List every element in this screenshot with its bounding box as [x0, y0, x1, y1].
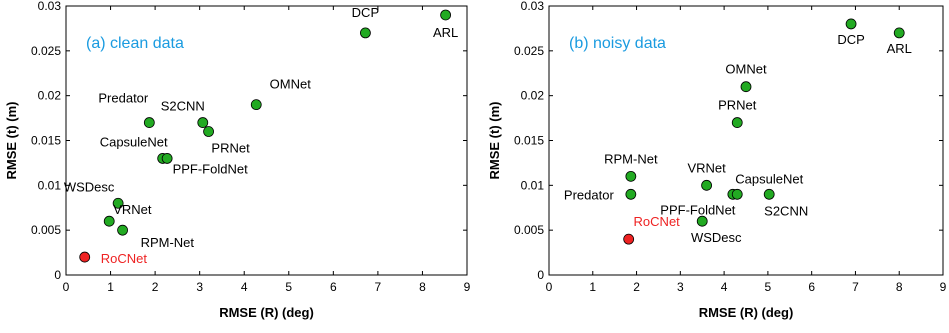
x-tick-label: 9 — [940, 280, 947, 294]
point-label-wsdesc: WSDesc — [691, 230, 742, 245]
point-label-vrnet: VRNet — [687, 160, 726, 175]
point-ppf-foldnet — [161, 153, 173, 164]
y-tick-label: 0.015 — [514, 134, 544, 148]
point-label-ppf-foldnet: PPF-FoldNet — [660, 202, 736, 217]
x-tick-label: 2 — [633, 280, 640, 294]
x-axis-label: RMSE (R) (deg) — [699, 305, 794, 320]
point-rpm-net — [625, 170, 637, 182]
point-wsdesc — [696, 215, 708, 227]
point-label-arl: ARL — [433, 25, 458, 40]
x-tick-label: 0 — [546, 280, 553, 294]
x-tick-label: 7 — [375, 280, 382, 294]
point-label-capsulenet: CapsuleNet — [735, 171, 803, 186]
point-rocnet — [623, 233, 635, 245]
x-tick-label: 4 — [721, 280, 728, 294]
panel-title: (a) clean data — [86, 35, 184, 52]
y-tick-label: 0.03 — [38, 0, 62, 13]
x-tick-label: 3 — [677, 280, 684, 294]
point-label-prnet: PRNet — [211, 141, 250, 156]
point-label-vrnet: VRNet — [113, 202, 152, 217]
x-tick-label: 9 — [464, 280, 471, 294]
point-prnet — [203, 126, 214, 137]
y-tick-label: 0.015 — [31, 134, 61, 148]
y-tick-label: 0.01 — [38, 178, 62, 192]
point-label-predator: Predator — [98, 91, 149, 106]
y-tick-label: 0.02 — [38, 89, 62, 103]
chart-panel-a: 0 1 2 3 4 5 6 7 8 9 0 0.005 0.01 0.015 0.02 0.025 0.03 RM… — [4, 0, 471, 320]
point-arl — [440, 9, 452, 21]
point-label-predator: Predator — [564, 187, 615, 202]
point-label-omnet: OMNet — [270, 77, 312, 92]
y-tick-label: 0.005 — [514, 223, 544, 237]
point-label-dcp: DCP — [837, 32, 864, 47]
point-prnet — [731, 117, 743, 128]
x-tick-label: 8 — [419, 280, 426, 294]
point-omnet — [250, 99, 262, 111]
y-tick-label: 0 — [537, 268, 544, 282]
point-wsdesc — [112, 197, 124, 209]
y-axis-label: RMSE (t) (m) — [487, 102, 502, 180]
point-dcp — [845, 18, 857, 30]
point-rpm-net — [117, 224, 128, 236]
point-label-arl: ARL — [887, 41, 912, 56]
point-s2cnn — [763, 188, 775, 200]
x-tick-label: 3 — [196, 280, 203, 294]
point-label-rocnet: RoCNet — [634, 214, 681, 229]
x-tick-label: 2 — [152, 280, 159, 294]
y-tick-label: 0.005 — [31, 223, 61, 237]
y-tick-label: 0.025 — [31, 44, 61, 58]
x-tick-label: 5 — [765, 280, 772, 294]
panel-title: (b) noisy data — [569, 35, 666, 52]
y-tick-label: 0.02 — [521, 89, 545, 103]
x-tick-label: 1 — [589, 280, 596, 294]
x-axis-label: RMSE (R) (deg) — [219, 305, 314, 320]
y-axis-label: RMSE (t) (m) — [4, 102, 19, 180]
point-label-rpm-net: RPM-Net — [141, 235, 195, 250]
chart-panel-b: 0 1 2 3 4 5 6 7 8 9 0 0.005 0.01 0.015 0.02 0.025 0.03 RM… — [487, 0, 947, 320]
point-vrnet — [701, 179, 712, 191]
point-predator — [625, 188, 637, 200]
point-label-capsulenet: CapsuleNet — [100, 134, 168, 149]
point-label-s2cnn: S2CNN — [161, 99, 205, 114]
point-label-wsdesc: WSDesc — [64, 179, 115, 194]
point-dcp — [360, 27, 371, 39]
y-tick-label: 0 — [54, 268, 61, 282]
point-label-rpm-net: RPM-Net — [604, 151, 658, 166]
point-capsulenet — [731, 188, 743, 200]
point-label-ppf-foldnet: PPF-FoldNet — [173, 161, 249, 176]
point-rocnet — [79, 251, 91, 263]
y-tick-label: 0.03 — [521, 0, 545, 13]
x-tick-label: 5 — [285, 280, 292, 294]
x-tick-label: 7 — [852, 280, 859, 294]
point-s2cnn — [197, 117, 209, 128]
point-label-omnet: OMNet — [725, 62, 767, 77]
point-predator — [143, 117, 155, 128]
y-tick-label: 0.01 — [521, 178, 545, 192]
point-arl — [893, 27, 905, 39]
point-label-dcp: DCP — [352, 5, 379, 20]
x-tick-label: 6 — [808, 280, 815, 294]
point-label-rocnet: RoCNet — [101, 251, 148, 266]
x-tick-label: 0 — [63, 280, 70, 294]
x-tick-label: 8 — [896, 280, 903, 294]
x-tick-label: 6 — [330, 280, 337, 294]
point-label-prnet: PRNet — [718, 98, 757, 113]
x-tick-label: 1 — [107, 280, 114, 294]
x-tick-label: 4 — [241, 280, 248, 294]
point-label-s2cnn: S2CNN — [764, 203, 808, 218]
point-omnet — [740, 81, 752, 93]
point-vrnet — [103, 215, 115, 227]
y-tick-label: 0.025 — [514, 44, 544, 58]
